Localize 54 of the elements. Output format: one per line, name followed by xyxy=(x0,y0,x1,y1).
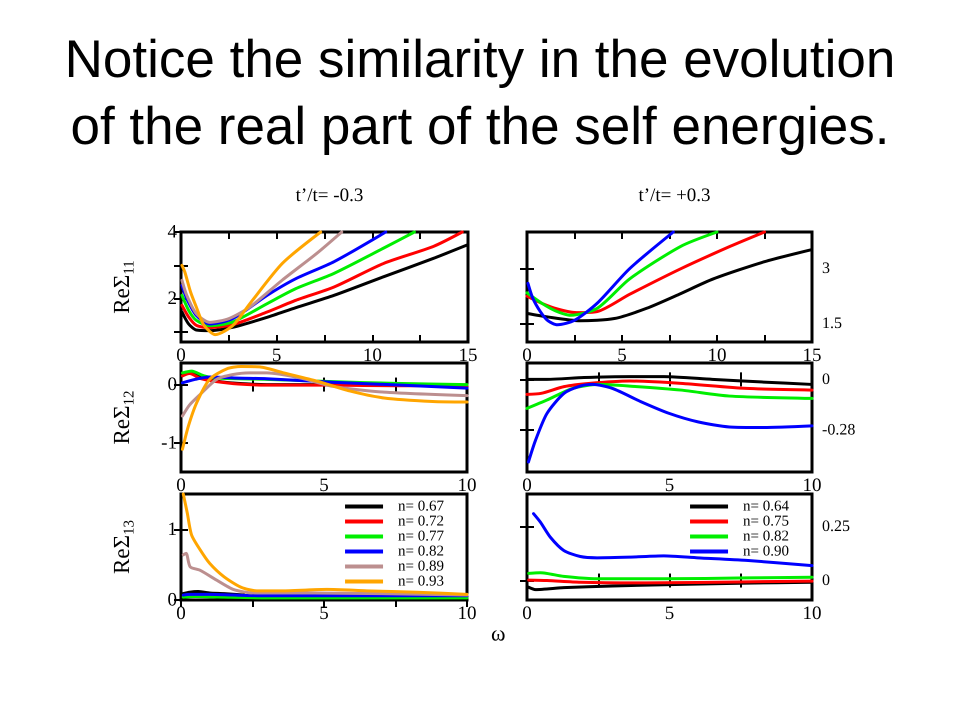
y-tick-label: 3 xyxy=(822,260,830,278)
line-series xyxy=(526,379,814,396)
y-tick-label: 0 xyxy=(822,572,830,590)
y-tick-label: 1 xyxy=(168,518,177,540)
y-tick-label: 2 xyxy=(168,288,177,310)
legend-label: n= 0.90 xyxy=(743,544,790,560)
line-series xyxy=(180,364,468,451)
legend-label: n= 0.93 xyxy=(398,574,444,590)
line-series xyxy=(526,382,814,464)
legend-label: n= 0.89 xyxy=(398,558,444,574)
x-tick-label: 5 xyxy=(664,603,674,624)
chart-title: t’/t= -0.3 xyxy=(296,185,364,206)
legend-label: n= 0.82 xyxy=(398,544,444,560)
x-tick-label: 10 xyxy=(802,603,822,624)
x-axis-title: ω xyxy=(491,620,506,646)
legend-label: n= 0.64 xyxy=(743,498,790,514)
y-tick-label: 1.5 xyxy=(822,315,842,332)
line-series xyxy=(180,230,344,324)
y-axis-title: ReΣ12 xyxy=(109,390,138,444)
line-series xyxy=(182,492,468,596)
x-tick-label: 15 xyxy=(802,345,822,366)
y-axis-title: ReΣ13 xyxy=(109,520,138,574)
x-tick-label: 15 xyxy=(458,345,478,366)
chart-title: t’/t= +0.3 xyxy=(638,185,711,206)
y-tick-label: -0.28 xyxy=(822,422,856,439)
line-series xyxy=(527,571,814,580)
x-tick-label: 10 xyxy=(708,345,726,366)
x-tick-label: 5 xyxy=(319,475,329,496)
line-series xyxy=(526,230,675,326)
line-series xyxy=(180,230,464,330)
legend-label: n= 0.82 xyxy=(743,528,790,544)
y-tick-label: 0.25 xyxy=(822,518,850,535)
legend-label: n= 0.72 xyxy=(398,514,444,530)
x-tick-label: 10 xyxy=(362,345,382,366)
line-series xyxy=(532,512,814,568)
y-tick-label: 0 xyxy=(822,370,830,388)
x-tick-label: 0 xyxy=(522,475,532,496)
x-tick-label: 10 xyxy=(802,475,822,496)
y-tick-label: -1 xyxy=(161,432,177,454)
y-axis-title: ReΣ11 xyxy=(109,260,138,314)
x-tick-label: 5 xyxy=(617,345,627,366)
text: Notice the similarity in the evolution of the real part of the self energies. xyxy=(64,29,896,158)
x-tick-label: 10 xyxy=(458,475,476,496)
legend-label: n= 0.75 xyxy=(743,514,790,530)
line-series xyxy=(526,230,718,317)
line-series xyxy=(180,230,322,336)
x-tick-label: 0 xyxy=(522,603,532,624)
x-tick-label: 10 xyxy=(458,603,476,624)
x-tick-label: 0 xyxy=(522,345,532,366)
legend-label: n= 0.67 xyxy=(398,498,444,514)
x-tick-label: 5 xyxy=(272,345,282,366)
legend-label: n= 0.77 xyxy=(398,528,444,544)
x-tick-label: 5 xyxy=(319,603,329,624)
x-tick-label: 5 xyxy=(664,475,674,496)
